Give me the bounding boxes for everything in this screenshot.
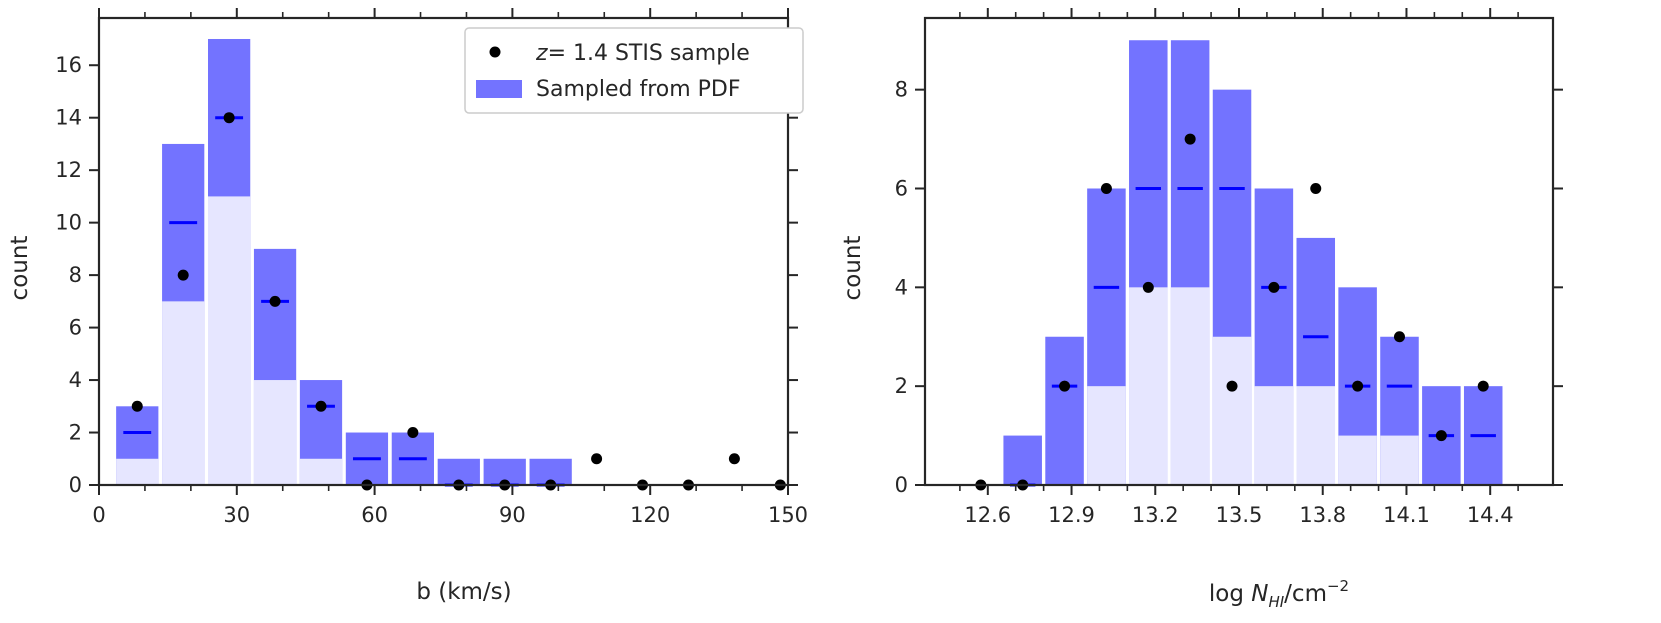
data-point [1477,380,1489,392]
y-tick-label: 6 [895,176,908,200]
bars-layer [116,38,572,486]
axes-layer: 0 30 60 90 120 150 0 2 4 6 8 10 12 14 16 [55,8,808,527]
data-point [1059,380,1071,392]
y-tick-label: 2 [895,374,908,398]
x-tick-label: 0 [92,503,105,527]
x-axis-label-sub: HI [1268,593,1284,611]
data-point [1352,380,1364,392]
data-point [269,295,281,307]
x-tick-label: 90 [499,503,526,527]
data-point [1100,182,1112,194]
bar-lower [162,301,205,485]
x-tick-label: 13.8 [1299,503,1346,527]
x-tick-label: 60 [361,503,388,527]
data-point [315,400,327,412]
x-axis-label-var: N [1251,581,1268,607]
y-tick-label: 4 [69,368,82,392]
data-point [1184,133,1196,145]
y-tick-label: 4 [895,275,908,299]
legend: z= 1.4 STIS sample Sampled from PDF [464,27,804,114]
legend-point-text: = 1.4 STIS sample [548,41,750,66]
legend-point-label: z= 1.4 STIS sample [535,41,750,66]
bar-lower [1296,386,1336,485]
data-point [131,400,143,412]
bar-lower [1129,287,1168,485]
bar-lower [1087,386,1126,485]
bar-lower [1380,435,1419,485]
data-point [177,269,189,281]
x-tick-label: 120 [630,503,670,527]
y-tick-label: 16 [55,53,82,77]
y-tick-label: 0 [895,473,908,497]
x-tick-label: 13.5 [1216,503,1263,527]
bar-lower [1170,287,1210,485]
x-axis-label: log NHI/cm−2 [1209,577,1349,611]
bar-upper [1045,336,1084,485]
x-axis-label-unit: /cm [1284,581,1327,607]
x-tick-label: 13.2 [1132,503,1179,527]
bar-lower [1212,336,1252,485]
legend-frame [464,27,804,114]
panel-nhi-histogram: 12.6 12.9 13.2 13.5 13.8 14.1 14.4 0 2 4 6 8 log NH… [840,8,1563,611]
legend-z-symbol: z [535,41,548,66]
bar-lower [116,458,159,485]
data-point [1435,430,1447,442]
axes-layer: 12.6 12.9 13.2 13.5 13.8 14.1 14.4 0 2 4 6 8 [895,8,1563,527]
bar-lower [253,380,297,485]
data-point [1268,281,1280,293]
y-tick-label: 8 [69,263,82,287]
x-tick-label: 14.1 [1383,503,1430,527]
legend-point-marker [489,46,501,58]
data-point [1142,281,1154,293]
data-point [223,112,235,124]
x-tick-label: 150 [768,503,808,527]
data-point [1393,331,1405,343]
y-axis-label: count [7,236,33,301]
data-point [591,453,603,465]
x-tick-label: 12.6 [964,503,1011,527]
y-tick-label: 8 [895,78,908,102]
y-tick-label: 10 [55,211,82,235]
x-tick-label: 30 [223,503,250,527]
legend-bar-label: Sampled from PDF [536,77,741,102]
axes-frame [97,16,790,487]
bar-lower [1338,435,1377,485]
panel-b-histogram: 0 30 60 90 120 150 0 2 4 6 8 10 12 14 16 b (km/s) coun… [7,8,808,605]
data-point [407,427,419,439]
x-axis-label-exp: −2 [1327,577,1349,595]
legend-bar-swatch [476,80,522,98]
x-axis-label: b (km/s) [416,579,511,605]
data-point [728,453,740,465]
y-tick-label: 2 [69,421,82,445]
x-tick-label: 12.9 [1048,503,1095,527]
bar-lower [207,196,251,486]
y-axis-label: count [840,236,866,301]
x-tick-label: 14.4 [1467,503,1514,527]
y-tick-label: 6 [69,316,82,340]
data-point [1310,182,1322,194]
y-tick-label: 0 [69,473,82,497]
bar-lower [299,458,343,485]
y-tick-label: 14 [55,106,82,130]
x-axis-label-prefix: log [1209,581,1251,607]
points-layer [975,133,1489,491]
data-point [1226,380,1238,392]
bar-upper [1003,435,1042,485]
bars-layer [1003,40,1503,486]
y-tick-label: 12 [55,158,82,182]
bar-lower [1254,386,1294,485]
